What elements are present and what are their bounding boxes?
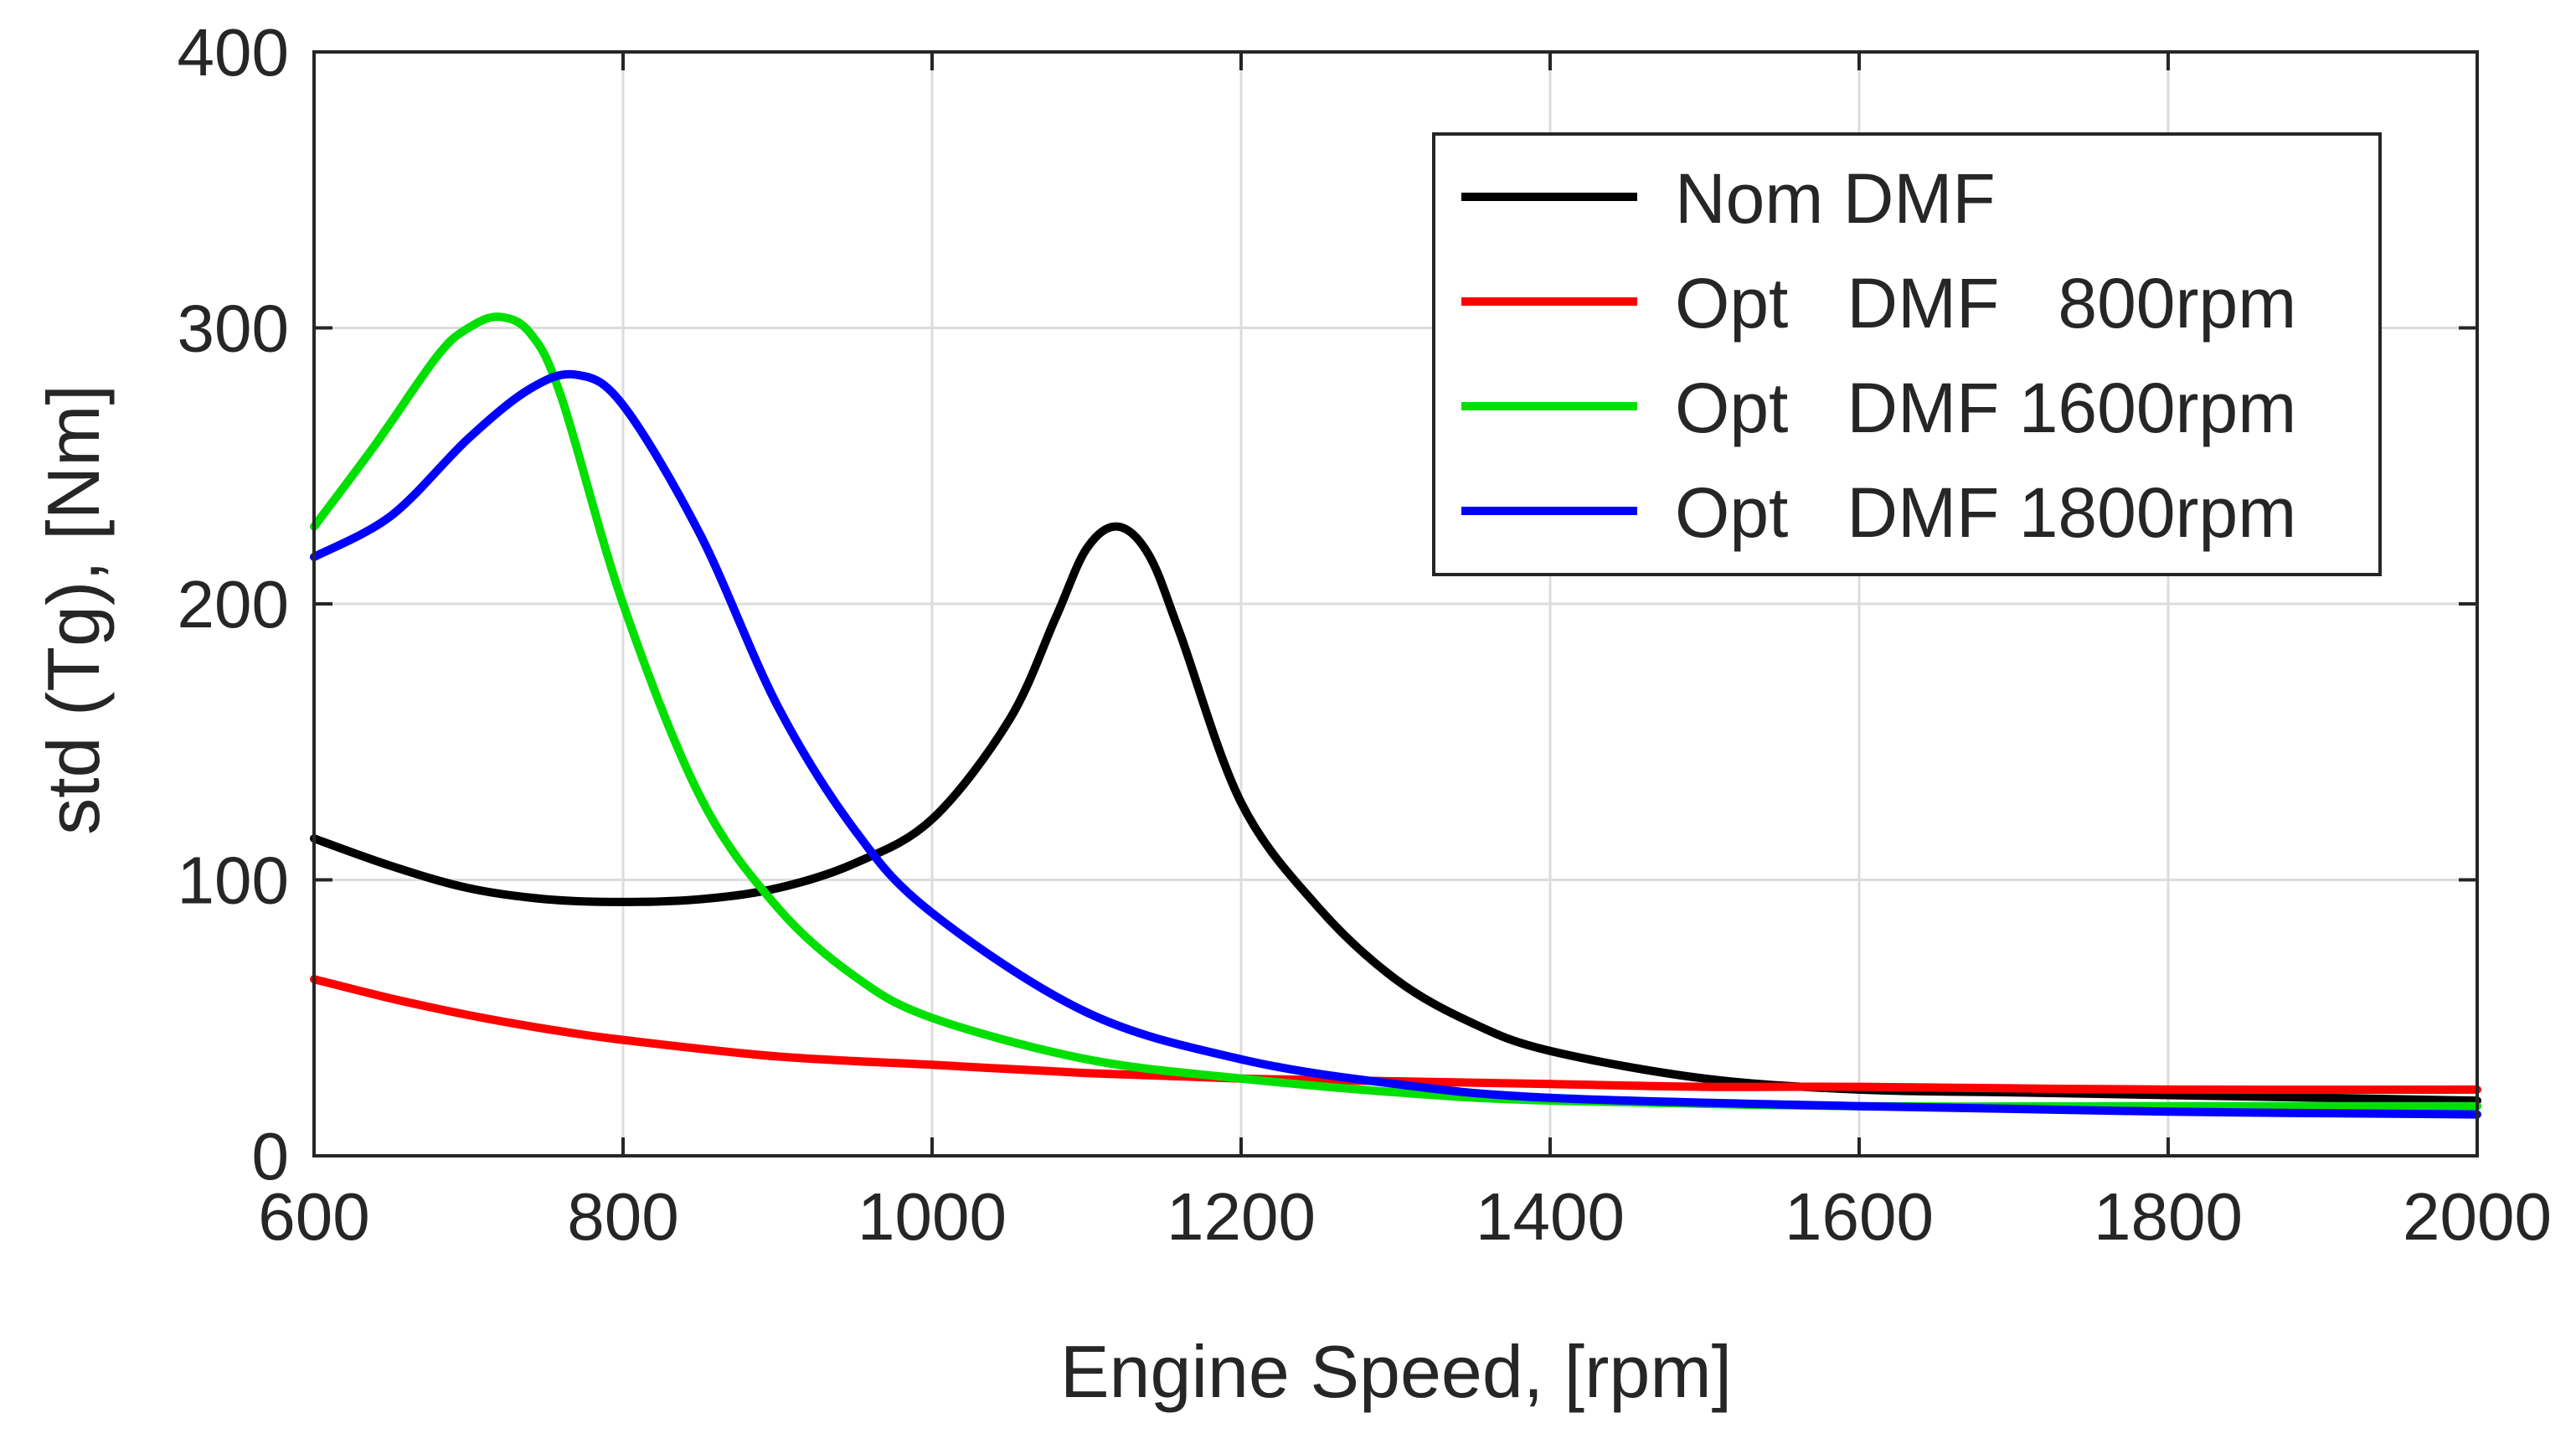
legend-items: Nom DMF Opt DMF 800rpm Opt DMF 1600rpm Opt … xyxy=(1461,159,2296,552)
axis-tick-labels: 600 800 1000 1200 1400 1600 1800 2000 0 100 200 300… xyxy=(178,15,2552,1254)
y-axis-label: std (Tg), [Nm] xyxy=(32,384,115,835)
y-tick-label: 200 xyxy=(178,567,289,642)
y-tick-label: 0 xyxy=(252,1119,290,1194)
x-tick-label: 1000 xyxy=(858,1179,1007,1254)
legend-box xyxy=(1432,132,2382,576)
y-tick-label: 300 xyxy=(178,291,289,366)
legend-label-4: Opt DMF 1800rpm xyxy=(1675,473,2296,552)
x-tick-label: 1600 xyxy=(1785,1179,1934,1254)
y-tick-label: 400 xyxy=(178,15,289,90)
x-tick-label: 1400 xyxy=(1476,1179,1625,1254)
legend-label-1: Nom DMF xyxy=(1675,159,1996,238)
legend: Nom DMF Opt DMF 800rpm Opt DMF 1600rpm Opt … xyxy=(1432,132,2382,576)
x-tick-label: 800 xyxy=(567,1179,678,1254)
legend-label-3: Opt DMF 1600rpm xyxy=(1675,369,2296,447)
x-tick-label: 2000 xyxy=(2403,1179,2552,1254)
x-tick-label: 1200 xyxy=(1167,1179,1316,1254)
series-line-2 xyxy=(310,975,2481,1095)
x-tick-label: 1800 xyxy=(2094,1179,2243,1254)
x-tick-label: 600 xyxy=(258,1179,369,1254)
plot-series xyxy=(310,312,2481,1119)
legend-label-2: Opt DMF 800rpm xyxy=(1675,264,2296,343)
series-line-4 xyxy=(310,369,2481,1119)
y-tick-label: 100 xyxy=(178,843,289,918)
series-line-1 xyxy=(310,522,2481,1106)
x-axis-label: Engine Speed, [rpm] xyxy=(1060,1330,1732,1413)
axis-ticks xyxy=(312,50,2479,1158)
